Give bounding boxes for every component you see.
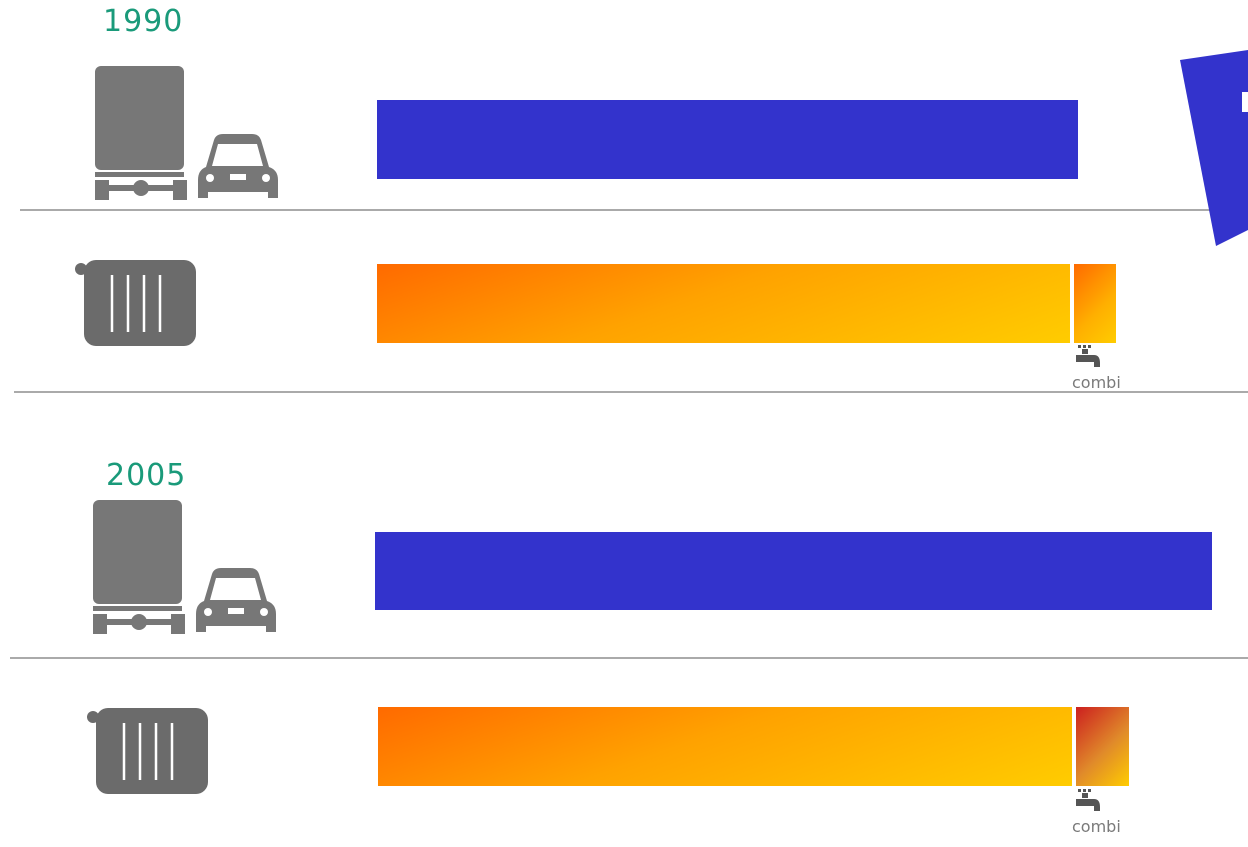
bar-transport-1990 [377, 100, 1078, 179]
radiator-icon [75, 260, 196, 346]
year-label-1990: 1990 [103, 4, 184, 39]
bar-combi-1990 [1074, 264, 1116, 343]
truck-and-car-icon [93, 500, 276, 634]
bar-transport-2005 [375, 532, 1212, 610]
bar-heating-1990 [377, 264, 1070, 343]
combi-label-2005: combi [1072, 817, 1121, 836]
bar-heating-2005 [378, 707, 1072, 786]
truck-and-car-icon [95, 66, 278, 200]
radiator-icon [87, 708, 208, 794]
combi-label-1990: combi [1072, 373, 1121, 392]
bar-combi-2005 [1076, 707, 1129, 786]
divider-1990-heating [14, 391, 1248, 393]
year-label-2005: 2005 [106, 458, 187, 493]
tap-icon [1076, 345, 1100, 367]
partial-blue-shape [1180, 50, 1248, 246]
tap-icon [1076, 789, 1100, 811]
divider-1990-transport [20, 209, 1248, 211]
divider-2005-transport [10, 657, 1248, 659]
